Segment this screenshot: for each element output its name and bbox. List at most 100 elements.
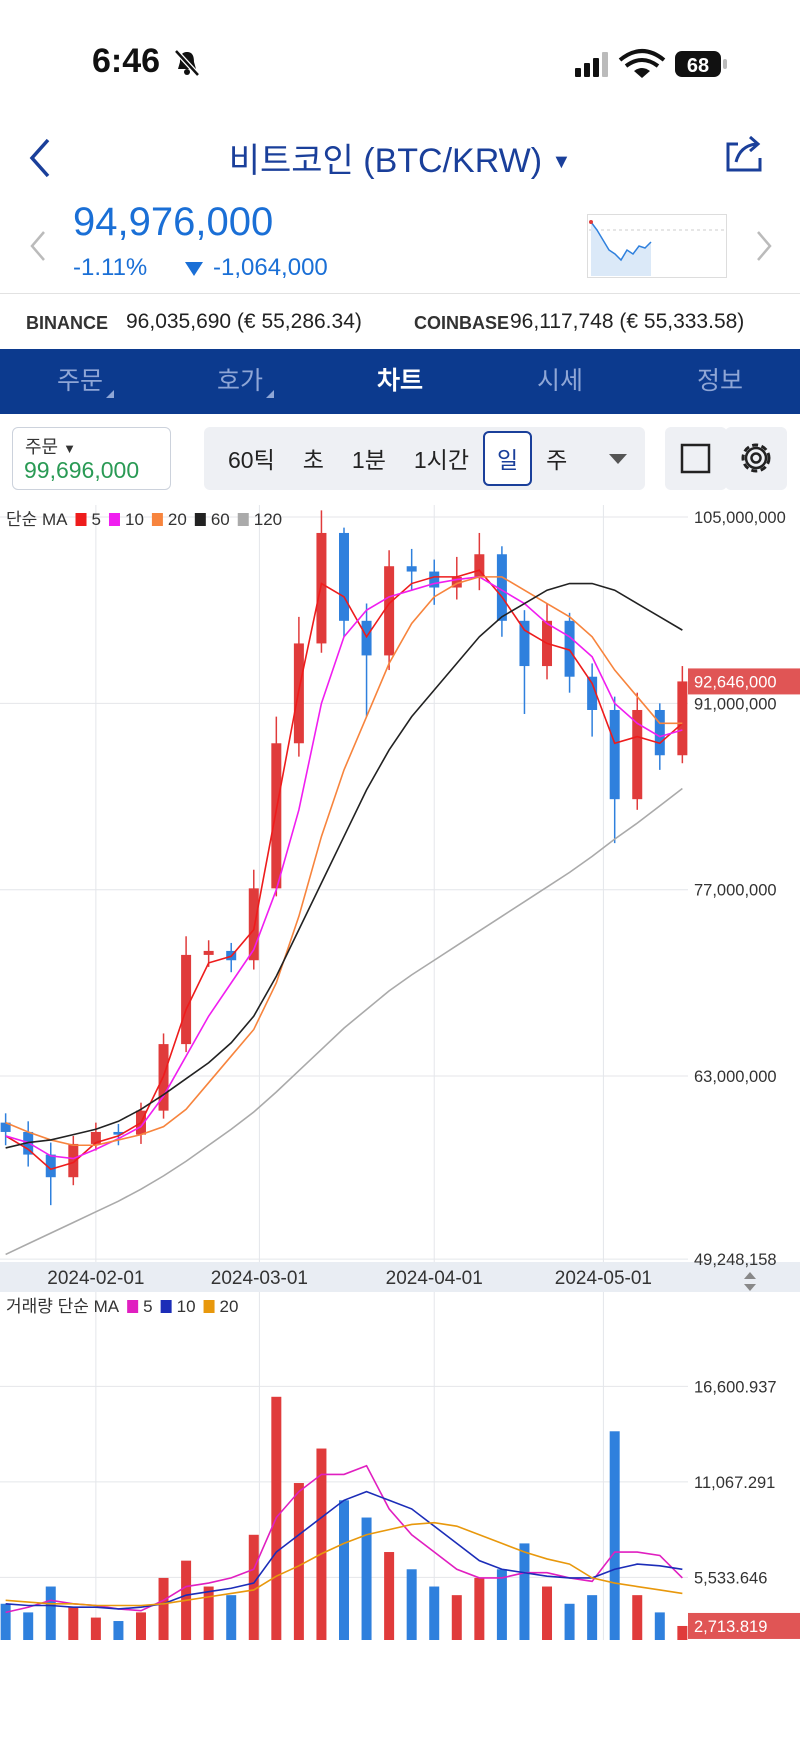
volume-bar xyxy=(609,1431,620,1640)
header-title[interactable]: 비트코인 (BTC/KRW) ▼ xyxy=(0,133,800,182)
exchange-price: 96,035,690 (€ 55,286.34) xyxy=(126,310,362,333)
legend-swatch xyxy=(151,513,163,526)
period-button[interactable]: 1분 xyxy=(351,447,386,473)
candle-body xyxy=(68,1143,79,1178)
volume-bar xyxy=(135,1612,146,1640)
x-tick-label: 2024-03-01 xyxy=(211,1268,308,1289)
divider xyxy=(0,293,800,294)
period-button[interactable]: 주 xyxy=(546,447,568,473)
volume-bar xyxy=(542,1586,553,1640)
period-selector: 60틱 초 1분 1시간 일 주 xyxy=(204,427,645,490)
plot xyxy=(0,1292,688,1640)
drawing-button[interactable] xyxy=(665,427,727,490)
back-button[interactable] xyxy=(24,136,56,180)
volume-bar xyxy=(248,1534,259,1640)
candle-body xyxy=(496,554,507,621)
legend-title: 단순 MA xyxy=(6,510,68,529)
volume-bar xyxy=(587,1595,598,1640)
volume-bar xyxy=(429,1586,440,1640)
candle-body xyxy=(339,532,349,621)
legend-swatch xyxy=(194,513,206,526)
dropdown-caret[interactable]: ▼ xyxy=(551,151,572,173)
exchange-name: COINBASE xyxy=(414,313,510,333)
candle-body xyxy=(654,709,665,756)
legend-title: 거래량 단순 MA xyxy=(6,1297,120,1316)
last-value-tag xyxy=(688,668,800,695)
legend-label: 10 xyxy=(177,1297,196,1316)
candle-body xyxy=(113,1131,124,1135)
y-tick-label: 11,067.291 xyxy=(694,1474,775,1492)
change-percent: -1.11% xyxy=(73,254,148,281)
candle-body xyxy=(248,888,259,961)
ma-line xyxy=(5,569,683,1171)
legend-label: 10 xyxy=(125,510,144,529)
order-label[interactable]: 주문 ▼ xyxy=(25,433,76,459)
dropdown-caret[interactable]: ▼ xyxy=(63,441,77,456)
volume-bar xyxy=(632,1595,643,1640)
candle-body xyxy=(451,576,462,588)
volume-bar xyxy=(316,1448,327,1640)
tab[interactable]: 주문 xyxy=(0,349,160,414)
plot xyxy=(0,505,688,1262)
period-button[interactable]: 초 xyxy=(302,447,324,473)
tab[interactable]: 정보 xyxy=(696,367,743,395)
volume-bar xyxy=(519,1543,530,1640)
volume-bar xyxy=(451,1595,462,1640)
candle-body xyxy=(429,571,440,588)
volume-bar xyxy=(23,1612,34,1640)
ma-line xyxy=(5,576,683,1147)
volume-bar xyxy=(226,1595,237,1640)
exchange-name: BINANCE xyxy=(26,313,109,333)
candle-body xyxy=(632,709,643,800)
volume-bar xyxy=(384,1552,395,1640)
order-price: 99,696,000 xyxy=(24,457,140,483)
y-tick-label: 105,000,000 xyxy=(694,509,786,527)
ma-line xyxy=(5,1521,683,1607)
next-coin[interactable] xyxy=(752,228,776,264)
status-icons: 68 xyxy=(575,49,727,78)
tab[interactable]: 시세 xyxy=(536,367,583,395)
tab[interactable]: 차트 xyxy=(376,367,423,395)
legend-label: 120 xyxy=(254,510,282,529)
ma-line xyxy=(5,787,683,1256)
status-time: 6:46 xyxy=(92,42,161,80)
candle-body xyxy=(474,554,485,577)
candle-body xyxy=(271,743,282,889)
volume-bar xyxy=(564,1603,575,1640)
volume-bar xyxy=(406,1569,417,1640)
more-periods[interactable] xyxy=(606,450,630,468)
candle-body xyxy=(519,620,530,667)
change-amount: -1,064,000 xyxy=(213,254,328,281)
volume-bar xyxy=(361,1517,372,1640)
tab[interactable]: 호가 xyxy=(160,349,320,414)
legend-swatch xyxy=(203,1300,215,1313)
candle-body xyxy=(90,1131,101,1144)
settings-button[interactable] xyxy=(725,427,787,490)
period-button[interactable]: 60틱 xyxy=(228,447,275,473)
y-tick-label: 16,600.937 xyxy=(694,1378,777,1396)
legend-label: 5 xyxy=(92,510,101,529)
volume-bar xyxy=(293,1483,304,1640)
candle-body xyxy=(45,1154,56,1178)
tab-bar: 주문 호가 차트 시세 정보 xyxy=(0,349,800,414)
period-button[interactable]: 1시간 xyxy=(413,447,469,473)
order-label-text[interactable]: 주문 xyxy=(25,437,59,457)
share-button[interactable] xyxy=(722,132,766,176)
prev-coin[interactable] xyxy=(26,228,50,264)
x-tick-label: 2024-05-01 xyxy=(555,1268,652,1289)
square-icon xyxy=(680,443,711,474)
volume-bar xyxy=(0,1603,11,1640)
period-button[interactable]: 일 xyxy=(483,431,533,486)
resize-handle[interactable] xyxy=(744,1272,756,1291)
current-price: 94,976,000 xyxy=(73,200,274,244)
y-tick-label: 91,000,000 xyxy=(694,695,777,713)
candle-body xyxy=(677,681,688,756)
volume-bar xyxy=(654,1612,665,1640)
y-tick-label: 63,000,000 xyxy=(694,1068,777,1086)
candle-body xyxy=(181,954,192,1045)
order-box[interactable]: 주문 ▼ 99,696,000 xyxy=(12,427,171,490)
x-tick-label: 2024-04-01 xyxy=(386,1268,483,1289)
legend-label: 5 xyxy=(143,1297,152,1316)
pair-name[interactable]: 비트코인 (BTC/KRW) xyxy=(228,142,543,180)
